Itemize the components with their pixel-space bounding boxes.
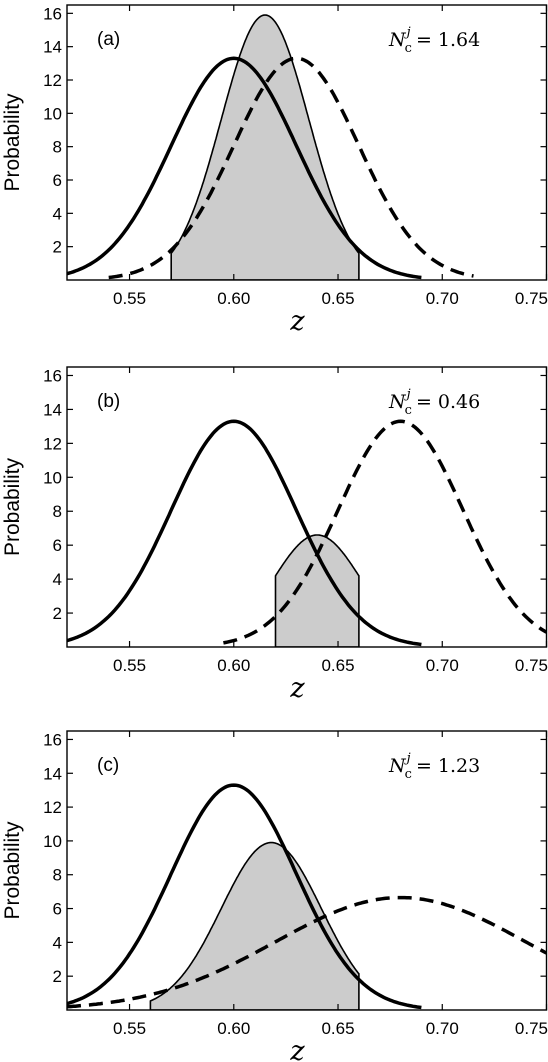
- x-tick-label: 0.55: [113, 656, 146, 675]
- y-axis-label: Probability: [1, 457, 24, 556]
- y-tick-label: 16: [43, 4, 62, 23]
- y-tick-label: 8: [53, 866, 62, 885]
- panel-label: (a): [97, 29, 120, 50]
- annotation: Nj c = 1.64: [388, 25, 480, 56]
- y-tick-label: 2: [53, 238, 62, 257]
- x-axis-label: z: [289, 1036, 305, 1062]
- y-tick-label: 10: [43, 468, 62, 487]
- y-tick-label: 12: [43, 798, 62, 817]
- y-tick-label: 10: [43, 832, 62, 851]
- panel-label: (b): [97, 391, 120, 412]
- y-tick-label: 14: [43, 400, 62, 419]
- y-tick-label: 16: [43, 366, 62, 385]
- y-tick-label: 4: [53, 933, 62, 952]
- y-tick-label: 10: [43, 104, 62, 123]
- x-tick-label: 0.75: [515, 1019, 548, 1038]
- annotation-symbol: N: [388, 755, 407, 777]
- annotation-superscript: j: [404, 751, 411, 766]
- x-tick-label: 0.70: [426, 1019, 459, 1038]
- y-tick-label: 12: [43, 71, 62, 90]
- chart-panel-2: 2 4 6 8 10 12 14 16 0.55 0.60 0.65 0.70 0.75 z Probabi…: [1, 366, 548, 704]
- annotation-subscript: c: [405, 41, 412, 56]
- annotation-subscript: c: [405, 403, 412, 418]
- plot-frame: [66, 366, 548, 648]
- x-tick-label: 0.60: [217, 289, 250, 308]
- y-tick-label: 12: [43, 434, 62, 453]
- x-tick-label: 0.60: [217, 656, 250, 675]
- chart-panel-1: 2 4 6 8 10 12 14 16 0.55 0.60 0.65 0.70 0.75 z Probabi…: [1, 4, 548, 337]
- y-tick-label: 4: [53, 204, 62, 223]
- y-axis-label: Probability: [1, 821, 24, 920]
- annotation-value: = 1.23: [416, 755, 480, 777]
- annotation-value: = 0.46: [416, 391, 480, 413]
- annotation-value: = 1.64: [416, 29, 480, 51]
- y-tick-label: 6: [53, 536, 62, 555]
- series-solid-line: [67, 419, 422, 647]
- x-tick-label: 0.60: [217, 1019, 250, 1038]
- annotation-subscript: c: [405, 767, 412, 782]
- x-tick-label: 0.65: [321, 1019, 354, 1038]
- annotation: Nj c = 0.46: [388, 387, 480, 418]
- y-tick-label: 4: [53, 570, 62, 589]
- annotation-symbol: N: [388, 391, 407, 413]
- chart-panel-3: 2 4 6 8 10 12 14 16 0.55 0.60 0.65 0.70 0.75 z Probabi…: [1, 730, 548, 1062]
- series-solid-line: [67, 783, 422, 1010]
- y-tick-label: 8: [53, 502, 62, 521]
- series-shaded-area: [274, 534, 360, 647]
- x-tick-label: 0.70: [426, 656, 459, 675]
- x-tick-label: 0.75: [515, 656, 548, 675]
- y-tick-label: 8: [53, 138, 62, 157]
- x-tick-label: 0.55: [113, 289, 146, 308]
- x-axis-label: z: [289, 306, 305, 337]
- x-tick-label: 0.65: [321, 289, 354, 308]
- annotation-superscript: j: [404, 387, 411, 402]
- x-tick-label: 0.75: [515, 289, 548, 308]
- x-tick-label: 0.55: [113, 1019, 146, 1038]
- series-dashed-line: [67, 895, 547, 1009]
- series-dashed-line: [108, 56, 474, 280]
- plot-frame: [66, 4, 548, 281]
- y-tick-label: 2: [53, 967, 62, 986]
- y-tick-label: 14: [43, 764, 62, 783]
- y-tick-label: 6: [53, 171, 62, 190]
- y-axis-label: Probability: [1, 93, 24, 192]
- y-tick-label: 14: [43, 38, 62, 57]
- plot-frame: [66, 730, 548, 1011]
- panel-label: (c): [97, 755, 119, 776]
- annotation-symbol: N: [388, 29, 407, 51]
- annotation: Nj c = 1.23: [388, 751, 480, 782]
- y-tick-label: 16: [43, 730, 62, 749]
- series-solid-line: [67, 56, 422, 280]
- y-tick-label: 2: [53, 604, 62, 623]
- x-tick-label: 0.65: [321, 656, 354, 675]
- series-dashed-line: [223, 419, 547, 645]
- x-tick-label: 0.70: [426, 289, 459, 308]
- annotation-superscript: j: [404, 25, 411, 40]
- series-shaded-area: [170, 14, 360, 280]
- x-axis-label: z: [289, 673, 305, 704]
- y-tick-label: 6: [53, 900, 62, 919]
